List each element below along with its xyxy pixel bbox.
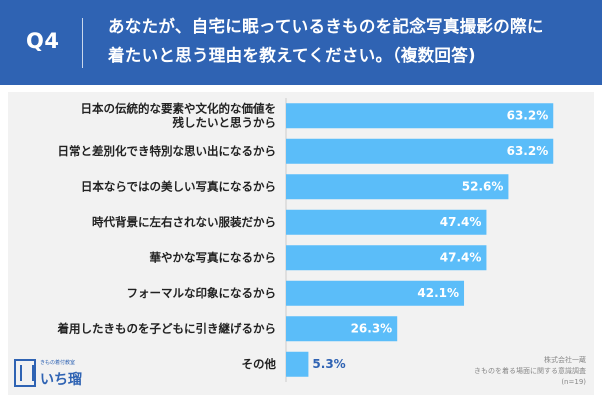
category-label: 時代背景に左右されない服装だから <box>92 215 276 229</box>
bar-chart: 日本の伝統的な要素や文化的な価値を残したいと思うから 63.2% 日常と差別化でき特… <box>57 98 554 382</box>
value-label: 42.1% <box>417 286 459 300</box>
category-label: 日本ならではの美しい写真になるから <box>81 179 276 193</box>
category-label: その他 <box>242 357 277 371</box>
bar <box>286 174 509 200</box>
chart-panel: 日本の伝統的な要素や文化的な価値を残したいと思うから 63.2% 日常と差別化でき特… <box>8 92 594 395</box>
brand-name: いち瑠 <box>40 372 82 388</box>
value-label: 26.3% <box>351 321 393 335</box>
value-label: 52.6% <box>462 179 504 193</box>
brand-mark-icon <box>14 359 36 387</box>
value-label: 47.4% <box>440 215 482 229</box>
category-label: 華やかな写真になるから <box>150 250 277 264</box>
bar <box>286 103 554 129</box>
value-label: 63.2% <box>507 108 549 122</box>
bar <box>286 138 554 164</box>
source-note: 株式会社一蔵 きものを着る場面に関する意識調査 (n=19) <box>474 355 586 388</box>
bar <box>286 351 309 377</box>
source-survey: きものを着る場面に関する意識調査 <box>474 367 586 375</box>
category-label: 日本の伝統的な要素や文化的な価値を残したいと思うから <box>81 101 277 129</box>
brand-logo: きもの着付教室 いち瑠 <box>14 355 84 395</box>
value-label: 5.3% <box>312 357 345 371</box>
value-label: 47.4% <box>440 250 482 264</box>
bar <box>286 245 487 271</box>
source-company: 株式会社一蔵 <box>544 356 586 364</box>
value-label: 63.2% <box>507 144 549 158</box>
category-label: フォーマルな印象になるから <box>127 286 277 300</box>
source-sample-size: (n=19) <box>561 378 586 386</box>
bar <box>286 316 398 342</box>
category-label: 着用したきものを子どもに引き継げるから <box>57 321 277 335</box>
category-label: 日常と差別化でき特別な思い出になるから <box>58 144 277 158</box>
bar <box>286 209 487 235</box>
header-divider <box>82 18 83 68</box>
question-number: Q4 <box>26 29 60 53</box>
question-header: Q4 あなたが、自宅に眠っているきものを記念写真撮影の際に 着たいと思う理由を教… <box>0 0 602 85</box>
question-text: あなたが、自宅に眠っているきものを記念写真撮影の際に 着たいと思う理由を教えてく… <box>108 17 544 65</box>
bar <box>286 280 465 306</box>
brand-subtitle: きもの着付教室 <box>40 360 76 366</box>
